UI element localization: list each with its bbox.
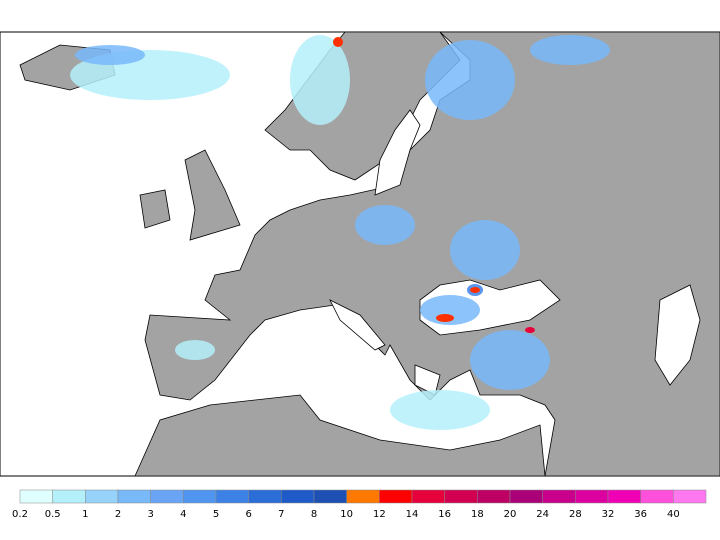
legend-color-box: [52, 489, 86, 504]
map: [0, 31, 720, 477]
legend-color-box: [183, 489, 217, 504]
legend-color-box: [477, 489, 511, 504]
legend-color-box: [411, 489, 445, 504]
baltic-sea: [374, 109, 421, 196]
legend-color-box: [346, 489, 380, 504]
legend-color-box: [444, 489, 478, 504]
legend-color-box: [575, 489, 609, 504]
legend-label: 5: [213, 509, 219, 520]
legend-label: 18: [471, 509, 484, 520]
rain-area: [75, 45, 145, 65]
rain-area: [450, 220, 520, 280]
legend-color-box: [19, 489, 53, 504]
legend-color-box: [673, 489, 707, 504]
legend-label: 6: [245, 509, 251, 520]
legend-label: 0.2: [12, 509, 28, 520]
legend-label: 8: [311, 509, 317, 520]
legend-label: 28: [569, 509, 582, 520]
rain-area: [390, 390, 490, 430]
legend-label: 4: [180, 509, 186, 520]
legend: 0.2 0.5 1 2 3 4 5 6 7 8 10 12 14 16 18 20 24 28 32 36 40: [12, 489, 707, 520]
rain-area: [175, 340, 215, 360]
legend-color-box: [85, 489, 119, 504]
legend-label: 12: [373, 509, 386, 520]
legend-label: 14: [406, 509, 419, 520]
legend-label: 32: [602, 509, 615, 520]
legend-color-box: [248, 489, 282, 504]
precipitation-areas: [70, 35, 610, 430]
rain-area: [355, 205, 415, 245]
adriatic-sea: [329, 299, 386, 351]
rain-area: [530, 35, 610, 65]
legend-label: 16: [438, 509, 451, 520]
great-britain: [184, 149, 241, 241]
legend-label: 1: [82, 509, 88, 520]
legend-label: 20: [504, 509, 517, 520]
heavy-rain-area: [525, 327, 535, 333]
legend-color-box: [379, 489, 413, 504]
legend-label: 24: [536, 509, 549, 520]
legend-color-box: [313, 489, 347, 504]
legend-color-box: [117, 489, 151, 504]
legend-color-box: [215, 489, 249, 504]
continental-europe-asia: [144, 31, 720, 477]
legend-color-box: [509, 489, 543, 504]
legend-label: 3: [147, 509, 153, 520]
rain-area: [425, 40, 515, 120]
heavy-rain-area: [333, 37, 343, 47]
legend-color-box: [281, 489, 315, 504]
legend-label: 7: [278, 509, 284, 520]
legend-label: 10: [340, 509, 353, 520]
legend-label: 0.5: [45, 509, 61, 520]
legend-label: 2: [115, 509, 121, 520]
ireland: [139, 189, 171, 229]
legend-color-box: [607, 489, 641, 504]
caspian-sea: [654, 284, 701, 386]
legend-color-box: [150, 489, 184, 504]
legend-color-box: [640, 489, 674, 504]
north-africa: [134, 394, 546, 477]
legend-color-box: [542, 489, 576, 504]
legend-label: 40: [667, 509, 680, 520]
rain-area: [290, 35, 350, 125]
legend-label: 36: [634, 509, 647, 520]
rain-area: [470, 330, 550, 390]
heavy-rain-area: [436, 314, 454, 322]
heavy-rain-area: [470, 287, 480, 293]
rain-area: [420, 295, 480, 325]
